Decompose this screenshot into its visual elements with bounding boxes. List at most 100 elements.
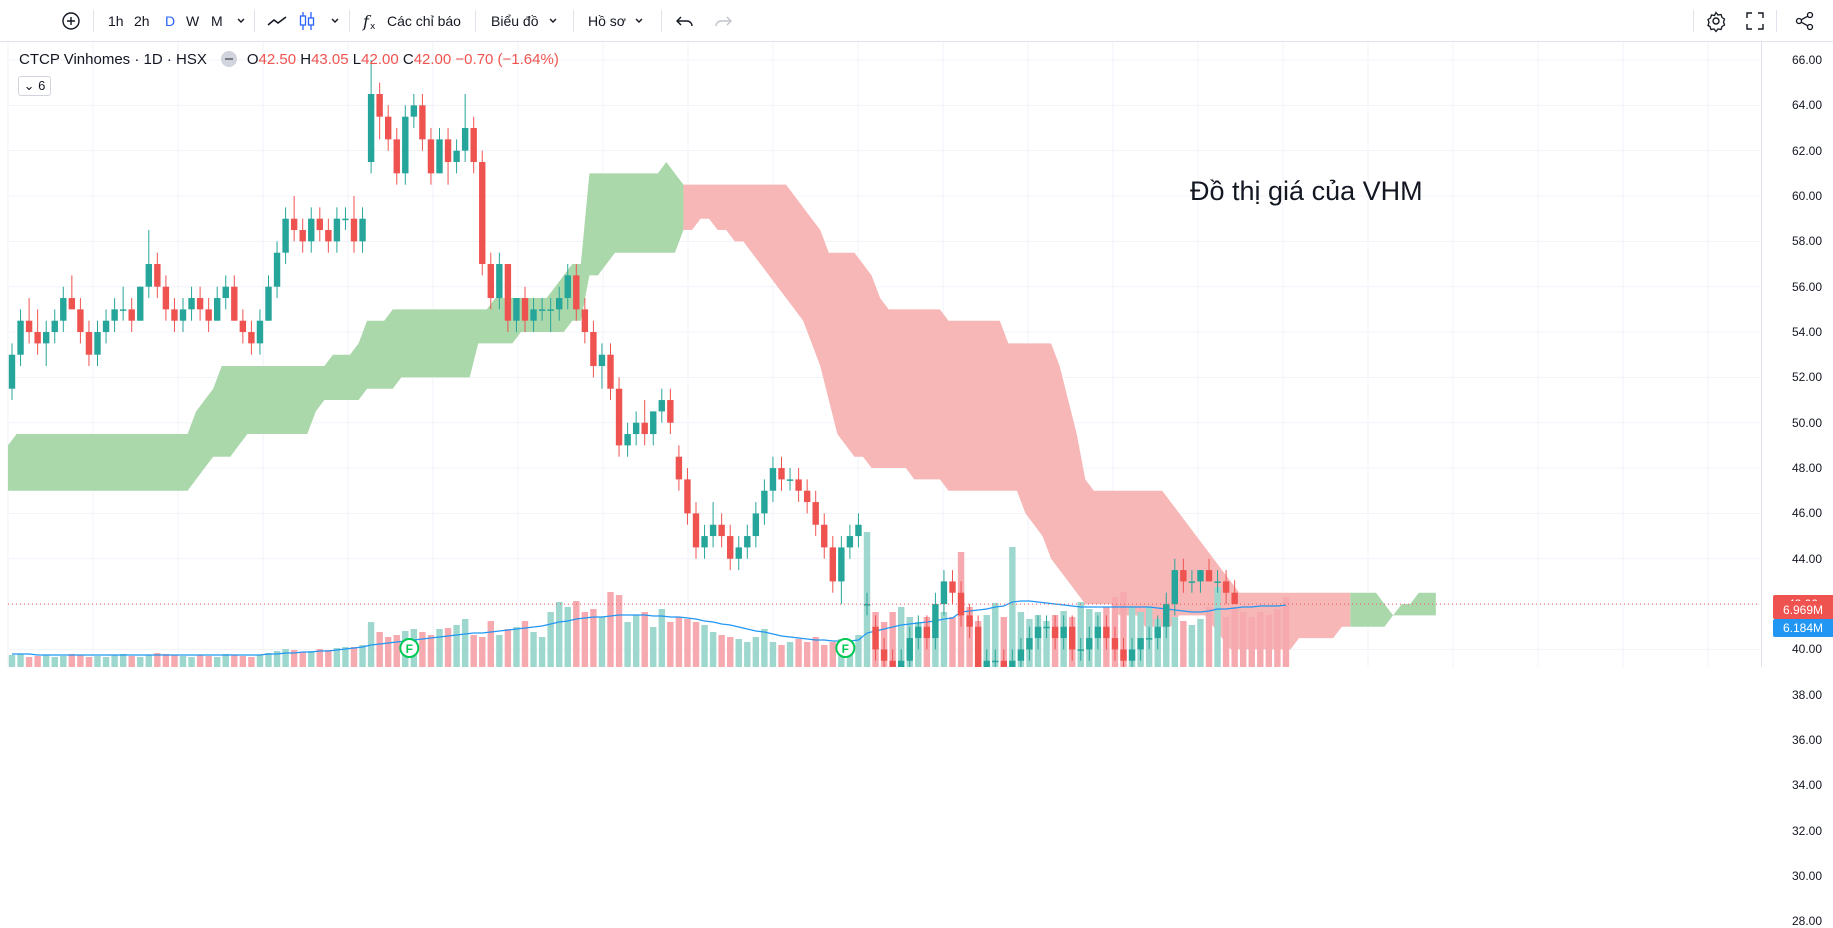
volume-bar [419,632,426,667]
volume-bar [453,625,460,667]
candle-body [1120,649,1127,661]
profile-menu-button[interactable]: Hồ sơ [588,13,626,29]
candle-body [60,298,67,321]
chart-menu-button[interactable]: Biểu đồ [491,13,539,29]
candle-body [1043,626,1050,629]
price-axis[interactable]: 66.00 64.00 62.00 60.00 58.00 56.00 54.00 52.00… [1761,42,1833,928]
line-chart-icon[interactable] [264,8,290,34]
volume-bar [1231,607,1238,667]
candle-body [350,218,358,242]
share-icon[interactable] [1792,8,1818,34]
redo-icon[interactable] [710,8,736,34]
candle-body [778,468,785,480]
candle-body [308,218,315,242]
candle-body [615,388,623,446]
chart-annotation-text[interactable]: Đồ thị giá của VHM [1190,176,1423,206]
hide-legend-icon[interactable] [220,51,237,68]
candle-body [1017,649,1025,661]
cloud-segment [1350,592,1436,627]
volume-bar [940,612,948,667]
volume-bar [573,601,580,667]
low-value: 42.00 [361,51,399,68]
candle-body [915,626,922,639]
volume-bar [43,655,50,667]
symbol-title[interactable]: CTCP Vinhomes · 1D · HSX [19,51,207,68]
volume-bar [590,609,597,667]
volume-bar [60,656,67,667]
chevron-down-icon[interactable] [322,8,348,34]
volume-bar [1265,615,1273,667]
volume-bar [162,654,170,667]
chevron-down-icon[interactable] [626,8,652,34]
candle-body [1111,638,1119,650]
interval-w[interactable]: W [186,13,200,29]
candle-body [427,139,435,174]
candle-body [786,479,794,481]
volume-bar [786,642,794,667]
volume-bar [393,635,400,667]
candle-body [709,524,717,537]
indicators-collapse-toggle[interactable]: ⌄ 6 [18,76,51,96]
candle-body [1103,626,1110,639]
toolbar-divider [475,10,476,32]
candle-body [1205,570,1213,582]
candle-body [727,536,734,559]
volume-bar [547,612,554,667]
price-tick-label: 38.00 [1791,687,1822,702]
candle-body [692,513,700,548]
fullscreen-icon[interactable] [1742,8,1768,34]
candle-body [94,332,101,355]
volume-bar [727,637,734,667]
undo-icon[interactable] [672,8,698,34]
interval-2h[interactable]: 2h [134,13,150,29]
chevron-down-icon[interactable] [228,8,254,34]
volume-bar [650,627,657,667]
dividend-marker [835,638,856,658]
volume-bar [68,654,76,667]
toolbar-divider [1693,10,1694,32]
interval-1h[interactable]: 1h [108,13,124,29]
volume-bar [769,642,777,667]
volume-ma-line [12,600,1287,656]
price-tick-label: 60.00 [1791,189,1822,204]
add-symbol-icon[interactable] [58,8,84,34]
candle-body [940,581,948,605]
candle-body [299,230,306,242]
volume-bar [214,657,221,667]
volume-label: 6.969M [1773,601,1833,619]
candle-body [470,128,477,163]
volume-bar [385,637,392,667]
candle-body [607,354,614,389]
candle-body [1188,581,1196,583]
candle-body [214,298,221,321]
candle-body [795,479,802,491]
candle-body [504,264,512,321]
candle-body [923,626,931,639]
candle-body [538,309,546,311]
change-value: −0.70 (−1.64%) [455,51,559,68]
candle-body [1154,626,1161,639]
candle-body [419,105,426,140]
volume-bar [667,622,674,667]
candle-body [290,218,298,231]
interval-m[interactable]: M [211,13,223,29]
candle-body [632,422,640,435]
candle-body [43,332,50,344]
gear-icon[interactable] [1703,8,1729,34]
candle-body [1197,570,1204,582]
candle-body [1171,570,1178,605]
volume-bar [709,632,717,667]
interval-d[interactable]: D [165,13,176,29]
volume-bar [239,656,247,667]
candle-body [342,218,349,221]
candle-body [444,139,452,163]
candle-body [718,524,725,537]
candlestick-icon[interactable] [294,8,320,34]
candle-body [145,264,152,287]
indicators-button[interactable]: Các chỉ báo [387,13,461,29]
candle-body [1086,638,1093,650]
candle-body [1069,626,1076,650]
chevron-down-icon[interactable] [540,8,566,34]
